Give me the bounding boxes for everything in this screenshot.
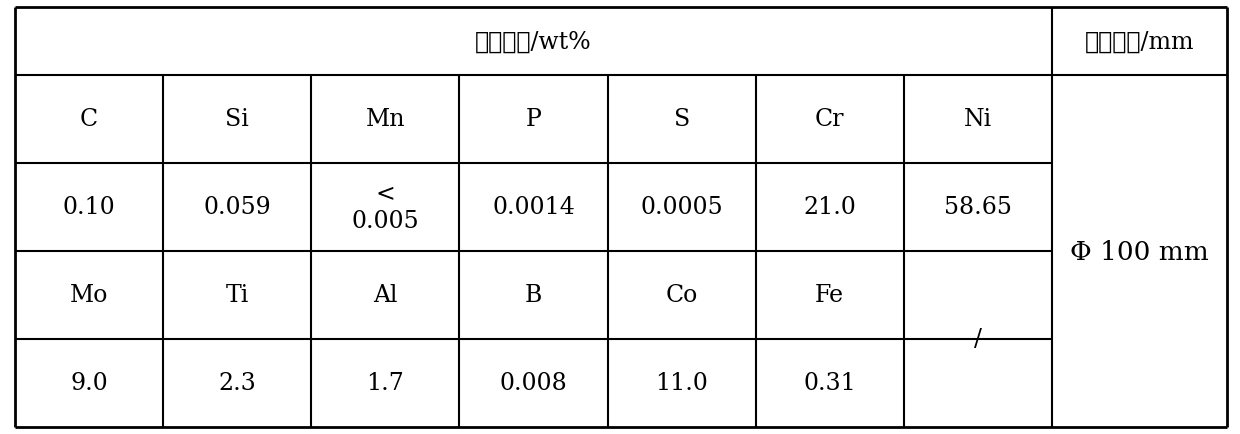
Text: 1.7: 1.7: [367, 372, 404, 395]
Text: 0.10: 0.10: [63, 196, 115, 219]
Text: Al: Al: [373, 284, 398, 307]
Text: 0.059: 0.059: [203, 196, 272, 219]
Text: Ti: Ti: [226, 284, 249, 307]
Text: Cr: Cr: [815, 108, 844, 131]
Text: S: S: [673, 108, 689, 131]
Text: 9.0: 9.0: [71, 372, 108, 395]
Text: 0.31: 0.31: [804, 372, 856, 395]
Text: <
0.005: < 0.005: [352, 183, 419, 232]
Text: 0.008: 0.008: [500, 372, 568, 395]
Text: Co: Co: [666, 284, 698, 307]
Text: 2.3: 2.3: [218, 372, 257, 395]
Text: Fe: Fe: [815, 284, 844, 307]
Text: Mo: Mo: [69, 284, 108, 307]
Text: 21.0: 21.0: [804, 196, 857, 219]
Text: 0.0014: 0.0014: [492, 196, 575, 219]
Text: Ni: Ni: [963, 108, 992, 131]
Text: 11.0: 11.0: [655, 372, 708, 395]
Text: C: C: [81, 108, 98, 131]
Text: /: /: [973, 328, 982, 351]
Text: Mn: Mn: [366, 108, 405, 131]
Text: 0.0005: 0.0005: [640, 196, 723, 219]
Text: Si: Si: [226, 108, 249, 131]
Text: 棒材成分/wt%: 棒材成分/wt%: [475, 30, 591, 53]
Text: 58.65: 58.65: [944, 196, 1012, 219]
Text: P: P: [526, 108, 542, 131]
Text: 棒材规格/mm: 棒材规格/mm: [1085, 30, 1194, 53]
Text: Φ 100 mm: Φ 100 mm: [1070, 239, 1209, 264]
Text: B: B: [525, 284, 542, 307]
